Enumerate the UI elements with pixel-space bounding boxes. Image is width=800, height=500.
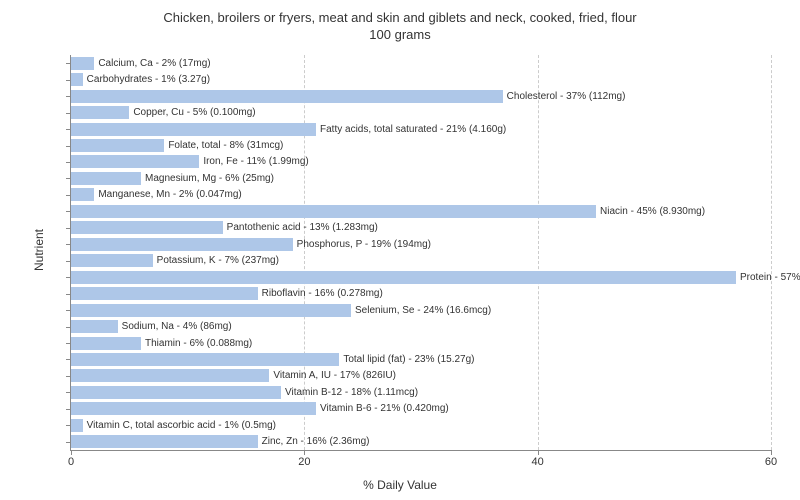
bar-label: Zinc, Zn - 16% (2.36mg): [258, 435, 370, 448]
bar: [71, 172, 141, 185]
bar-label: Cholesterol - 37% (112mg): [503, 90, 626, 103]
bar: [71, 419, 83, 432]
y-tick: [66, 359, 71, 360]
bar: [71, 90, 503, 103]
bar: [71, 205, 596, 218]
y-tick: [66, 409, 71, 410]
bar-label: Magnesium, Mg - 6% (25mg): [141, 172, 274, 185]
bar-label: Folate, total - 8% (31mcg): [164, 139, 283, 152]
y-tick: [66, 129, 71, 130]
bar-label: Pantothenic acid - 13% (1.283mg): [223, 221, 378, 234]
bar-label: Carbohydrates - 1% (3.27g): [83, 73, 210, 86]
bar-label: Calcium, Ca - 2% (17mg): [94, 57, 210, 70]
y-tick: [66, 392, 71, 393]
y-tick: [66, 261, 71, 262]
bar-label: Fatty acids, total saturated - 21% (4.16…: [316, 123, 506, 136]
y-axis-label: Nutrient: [32, 229, 46, 271]
bar: [71, 287, 258, 300]
bar-label: Vitamin B-6 - 21% (0.420mg): [316, 402, 449, 415]
bar: [71, 139, 164, 152]
y-tick: [66, 376, 71, 377]
bar-label: Sodium, Na - 4% (86mg): [118, 320, 232, 333]
bar: [71, 155, 199, 168]
plot-area: 0204060Calcium, Ca - 2% (17mg)Carbohydra…: [70, 55, 771, 451]
title-line-1: Chicken, broilers or fryers, meat and sk…: [163, 10, 636, 25]
x-tick-label: 60: [765, 456, 777, 468]
y-tick: [66, 294, 71, 295]
bar-label: Vitamin A, IU - 17% (826IU): [269, 369, 396, 382]
y-tick: [66, 178, 71, 179]
bar-label: Phosphorus, P - 19% (194mg): [293, 238, 431, 251]
bar-label: Thiamin - 6% (0.088mg): [141, 337, 252, 350]
x-tick-label: 40: [532, 456, 544, 468]
bar: [71, 337, 141, 350]
y-tick: [66, 327, 71, 328]
gridline: [771, 55, 772, 450]
x-tick: [71, 450, 72, 455]
bar: [71, 271, 736, 284]
bar-label: Potassium, K - 7% (237mg): [153, 254, 279, 267]
bar: [71, 435, 258, 448]
y-tick: [66, 80, 71, 81]
bar: [71, 73, 83, 86]
bar: [71, 221, 223, 234]
bar: [71, 254, 153, 267]
x-tick-label: 0: [68, 456, 74, 468]
y-tick: [66, 63, 71, 64]
bar-label: Selenium, Se - 24% (16.6mcg): [351, 304, 491, 317]
x-tick-label: 20: [298, 456, 310, 468]
y-tick: [66, 244, 71, 245]
y-tick: [66, 146, 71, 147]
x-tick: [304, 450, 305, 455]
bar: [71, 238, 293, 251]
bar: [71, 353, 339, 366]
x-tick: [538, 450, 539, 455]
y-tick: [66, 425, 71, 426]
bar-label: Iron, Fe - 11% (1.99mg): [199, 155, 308, 168]
chart-title: Chicken, broilers or fryers, meat and sk…: [0, 0, 800, 44]
y-tick: [66, 162, 71, 163]
y-tick: [66, 442, 71, 443]
y-tick: [66, 310, 71, 311]
bar: [71, 386, 281, 399]
gridline: [538, 55, 539, 450]
bar: [71, 106, 129, 119]
bar-label: Riboflavin - 16% (0.278mg): [258, 287, 383, 300]
bar: [71, 402, 316, 415]
y-tick: [66, 228, 71, 229]
bar-label: Copper, Cu - 5% (0.100mg): [129, 106, 255, 119]
bar: [71, 188, 94, 201]
title-line-2: 100 grams: [369, 27, 430, 42]
bar-label: Protein - 57% (28.57g): [736, 271, 800, 284]
bar: [71, 57, 94, 70]
nutrient-chart: Chicken, broilers or fryers, meat and sk…: [0, 0, 800, 500]
bar: [71, 320, 118, 333]
y-tick: [66, 113, 71, 114]
bar-label: Niacin - 45% (8.930mg): [596, 205, 705, 218]
y-tick: [66, 343, 71, 344]
bar-label: Vitamin B-12 - 18% (1.11mcg): [281, 386, 418, 399]
y-tick: [66, 195, 71, 196]
bar-label: Manganese, Mn - 2% (0.047mg): [94, 188, 241, 201]
y-tick: [66, 96, 71, 97]
bar: [71, 369, 269, 382]
bar-label: Total lipid (fat) - 23% (15.27g): [339, 353, 474, 366]
bar: [71, 304, 351, 317]
x-axis-label: % Daily Value: [363, 478, 437, 492]
y-tick: [66, 211, 71, 212]
bar: [71, 123, 316, 136]
bar-label: Vitamin C, total ascorbic acid - 1% (0.5…: [83, 419, 276, 432]
y-tick: [66, 277, 71, 278]
x-tick: [771, 450, 772, 455]
